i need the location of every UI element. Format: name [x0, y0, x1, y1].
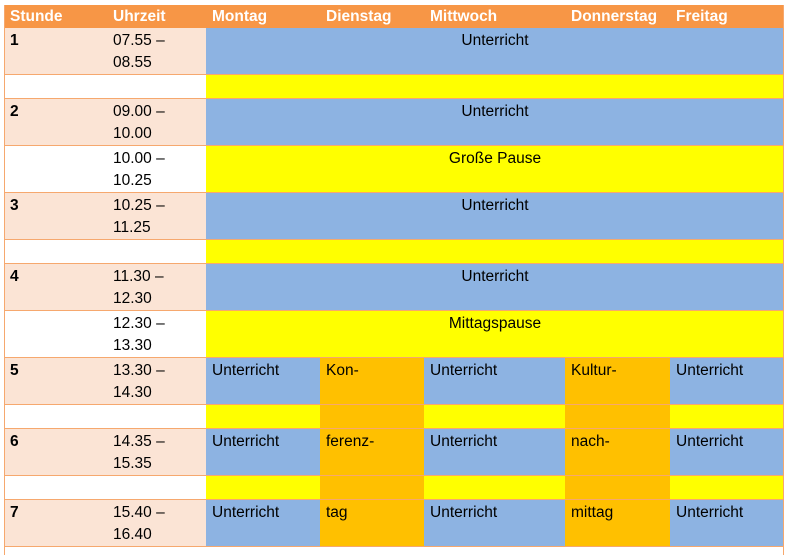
- cell-donnerstag: mittag: [565, 500, 670, 547]
- header-dienstag: Dienstag: [320, 5, 424, 28]
- time-cell: 07.55 –08.55: [107, 28, 206, 75]
- time-cell: 10.00 –10.25: [107, 146, 206, 193]
- header-stunde: Stunde: [4, 5, 107, 28]
- break-span: [206, 240, 784, 264]
- cell-mittwoch: Unterricht: [424, 429, 565, 476]
- header-freitag: Freitag: [670, 5, 784, 28]
- cell-freitag: [670, 405, 784, 429]
- row-divider: [4, 404, 784, 405]
- cell-montag: Unterricht: [206, 429, 320, 476]
- cell-donnerstag: [565, 476, 670, 500]
- lesson-span: Unterricht: [206, 264, 784, 311]
- period-cell: 3: [4, 193, 107, 240]
- row-divider: [4, 192, 784, 193]
- cell-freitag: [670, 476, 784, 500]
- table-border: [783, 5, 784, 555]
- period-cell: 5: [4, 358, 107, 405]
- cell-donnerstag: Kultur-: [565, 358, 670, 405]
- period-cell: [4, 75, 107, 99]
- cell-mittwoch: [424, 476, 565, 500]
- time-cell: [107, 476, 206, 500]
- row-divider: [4, 263, 784, 264]
- period-cell: 1: [4, 28, 107, 75]
- cell-montag: [206, 405, 320, 429]
- cell-montag: Unterricht: [206, 500, 320, 547]
- period-cell: [4, 405, 107, 429]
- lesson-span: Unterricht: [206, 28, 784, 75]
- time-cell: 15.40 –16.40: [107, 500, 206, 547]
- cell-montag: Unterricht: [206, 358, 320, 405]
- break-span: Mittagspause: [206, 311, 784, 358]
- cell-mittwoch: [424, 405, 565, 429]
- period-cell: 7: [4, 500, 107, 547]
- period-cell: [4, 476, 107, 500]
- row-divider: [4, 239, 784, 240]
- time-cell: 10.25 –11.25: [107, 193, 206, 240]
- timetable: Stunde Uhrzeit Montag Dienstag Mittwoch Donne…: [4, 5, 784, 555]
- row-divider: [4, 145, 784, 146]
- header-mittwoch: Mittwoch: [424, 5, 565, 28]
- cell-freitag: Unterricht: [670, 358, 784, 405]
- time-cell: 14.35 –15.35: [107, 429, 206, 476]
- lesson-span: Unterricht: [206, 193, 784, 240]
- row-divider: [4, 98, 784, 99]
- cell-donnerstag: [565, 405, 670, 429]
- header-donnerstag: Donnerstag: [565, 5, 670, 28]
- time-cell: [107, 75, 206, 99]
- time-cell: 13.30 –14.30: [107, 358, 206, 405]
- cell-dienstag: Kon-: [320, 358, 424, 405]
- cell-mittwoch: Unterricht: [424, 500, 565, 547]
- cell-dienstag: tag: [320, 500, 424, 547]
- row-divider: [4, 357, 784, 358]
- row-divider: [4, 499, 784, 500]
- lesson-span: Unterricht: [206, 99, 784, 146]
- time-cell: 12.30 –13.30: [107, 311, 206, 358]
- period-cell: [4, 146, 107, 193]
- time-cell: [107, 405, 206, 429]
- cell-freitag: Unterricht: [670, 429, 784, 476]
- row-divider: [4, 310, 784, 311]
- period-cell: 6: [4, 429, 107, 476]
- time-cell: 09.00 –10.00: [107, 99, 206, 146]
- cell-dienstag: ferenz-: [320, 429, 424, 476]
- cell-dienstag: [320, 405, 424, 429]
- period-cell: [4, 311, 107, 358]
- period-cell: 2: [4, 99, 107, 146]
- cell-dienstag: [320, 476, 424, 500]
- cell-freitag: Unterricht: [670, 500, 784, 547]
- break-span: [206, 75, 784, 99]
- cell-mittwoch: Unterricht: [424, 358, 565, 405]
- header-montag: Montag: [206, 5, 320, 28]
- row-divider: [4, 428, 784, 429]
- cell-donnerstag: nach-: [565, 429, 670, 476]
- time-cell: [107, 240, 206, 264]
- table-border: [4, 5, 5, 555]
- break-span: Große Pause: [206, 146, 784, 193]
- period-cell: [4, 240, 107, 264]
- time-cell: 11.30 –12.30: [107, 264, 206, 311]
- row-divider: [4, 546, 784, 547]
- row-divider: [4, 74, 784, 75]
- row-divider: [4, 475, 784, 476]
- header-uhrzeit: Uhrzeit: [107, 5, 206, 28]
- cell-montag: [206, 476, 320, 500]
- period-cell: 4: [4, 264, 107, 311]
